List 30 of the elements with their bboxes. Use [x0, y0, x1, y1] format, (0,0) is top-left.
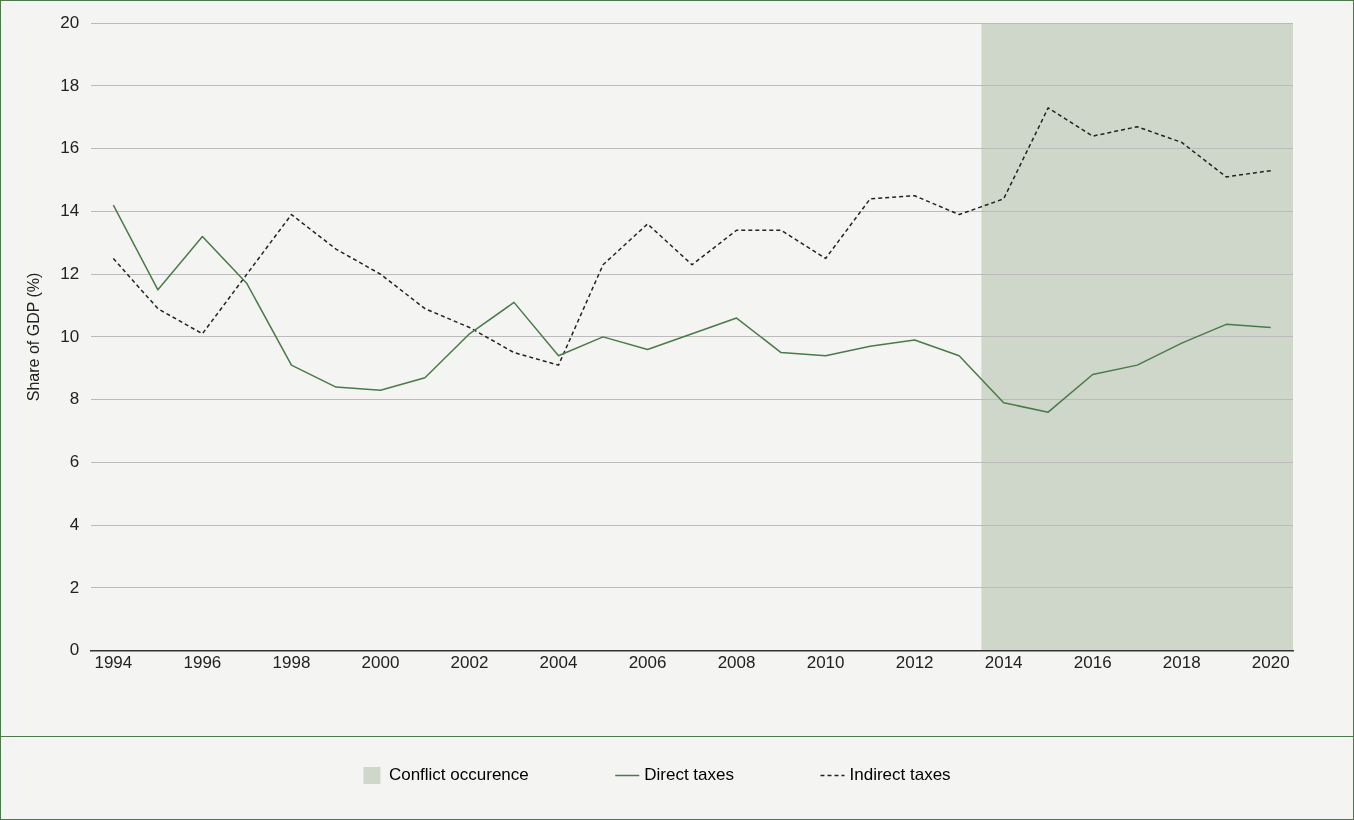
x-tick-label: 2016	[1073, 653, 1112, 673]
legend-label: Conflict occurence	[388, 765, 529, 785]
x-tick-label: 2020	[1251, 653, 1290, 673]
y-tick-label: 16	[60, 138, 80, 158]
y-tick-label: 12	[60, 263, 80, 283]
y-tick-label: 4	[69, 514, 80, 534]
x-tick-label: 2018	[1162, 653, 1201, 673]
y-tick-label: 0	[69, 640, 80, 660]
y-tick-label: 20	[60, 12, 80, 32]
y-tick-label: 2	[69, 577, 80, 597]
y-tick-label: 6	[69, 452, 80, 472]
x-tick-label: 2012	[895, 653, 934, 673]
x-tick-label: 2000	[361, 653, 400, 673]
y-tick-label: 18	[60, 75, 80, 95]
y-tick-label: 14	[60, 201, 80, 221]
x-tick-label: 1994	[94, 653, 133, 673]
x-tick-label: 1996	[183, 653, 222, 673]
legend-label: Indirect taxes	[849, 765, 951, 785]
y-tick-label: 10	[60, 326, 80, 346]
x-tick-label: 2002	[450, 653, 489, 673]
y-axis-title: Share of GDP (%)	[25, 272, 43, 402]
x-tick-label: 2014	[984, 653, 1023, 673]
legend-label: Direct taxes	[644, 765, 734, 785]
x-tick-label: 2004	[539, 653, 578, 673]
x-tick-label: 2010	[806, 653, 845, 673]
line-series	[112, 107, 1272, 366]
x-tick-label: 2008	[717, 653, 756, 673]
x-tick-label: 1998	[272, 653, 311, 673]
x-tick-label: 2006	[628, 653, 667, 673]
y-tick-label: 8	[69, 389, 80, 409]
